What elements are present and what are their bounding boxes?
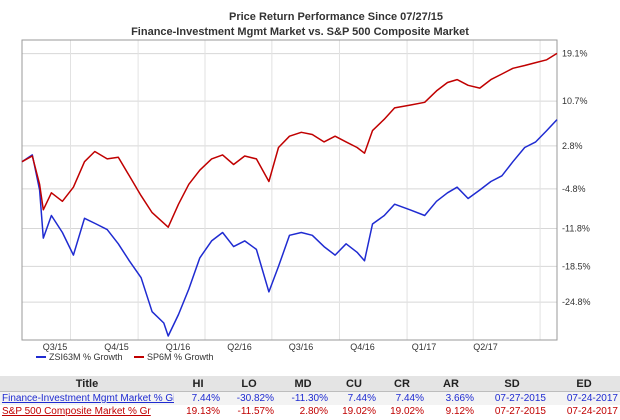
table-cell: -11.57%	[222, 405, 276, 418]
x-tick-label: Q1/17	[412, 342, 437, 352]
chart: Price Return Performance Since 07/27/15 …	[21, 11, 591, 362]
table-cell: 19.13%	[174, 405, 222, 418]
table-cell: 3.66%	[426, 391, 476, 405]
table-header-row: Title HI LO MD CU CR AR SD ED	[0, 376, 620, 392]
plot-area-border	[21, 39, 558, 341]
x-tick-label: Q2/17	[473, 342, 498, 352]
table-cell: 9.12%	[426, 405, 476, 418]
chart-svg: Price Return Performance Since 07/27/15 …	[21, 11, 591, 362]
legend-label: ZSI63M % Growth	[49, 352, 123, 362]
y-tick-label: -18.5%	[562, 261, 591, 271]
row-title-link[interactable]: S&P 500 Composite Market % Gr	[0, 405, 174, 418]
table-cell: 07-24-2017	[548, 391, 620, 405]
col-header-ar: AR	[426, 376, 476, 392]
series-line-2	[21, 52, 558, 228]
y-tick-label: 19.1%	[562, 49, 588, 59]
y-tick-label: -4.8%	[562, 184, 586, 194]
table-cell: 07-27-2015	[476, 405, 548, 418]
x-tick-label: Q1/16	[166, 342, 191, 352]
chart-subtitle: Finance-Investment Mgmt Market vs. S&P 5…	[131, 26, 469, 38]
y-tick-label: 10.7%	[562, 96, 588, 106]
table-cell: -30.82%	[222, 391, 276, 405]
x-tick-label: Q4/16	[350, 342, 375, 352]
col-header-cr: CR	[378, 376, 426, 392]
row-title-link[interactable]: Finance-Investment Mgmt Market % Gi	[0, 391, 174, 405]
y-tick-label: 2.8%	[562, 141, 583, 151]
x-tick-label: Q3/15	[43, 342, 68, 352]
x-tick-label: Q2/16	[227, 342, 252, 352]
table-cell: 19.02%	[330, 405, 378, 418]
table-cell: -11.30%	[276, 391, 330, 405]
table-cell: 2.80%	[276, 405, 330, 418]
table-cell: 7.44%	[378, 391, 426, 405]
col-header-ed: ED	[548, 376, 620, 392]
table-row: Finance-Investment Mgmt Market % Gi 7.44…	[0, 391, 620, 405]
x-tick-label: Q3/16	[289, 342, 314, 352]
table-cell: 07-24-2017	[548, 405, 620, 418]
col-header-lo: LO	[222, 376, 276, 392]
x-tick-label: Q4/15	[104, 342, 129, 352]
series-line-1	[21, 119, 558, 337]
col-header-md: MD	[276, 376, 330, 392]
table-cell: 07-27-2015	[476, 391, 548, 405]
y-tick-label: -24.8%	[562, 297, 591, 307]
table-row: S&P 500 Composite Market % Gr 19.13% -11…	[0, 405, 620, 418]
chart-title: Price Return Performance Since 07/27/15	[229, 11, 443, 23]
col-header-hi: HI	[174, 376, 222, 392]
legend-label: SP6M % Growth	[147, 352, 214, 362]
col-header-sd: SD	[476, 376, 548, 392]
y-tick-label: -11.8%	[562, 223, 590, 233]
table-cell: 7.44%	[174, 391, 222, 405]
table-cell: 19.02%	[378, 405, 426, 418]
table-cell: 7.44%	[330, 391, 378, 405]
col-header-cu: CU	[330, 376, 378, 392]
col-header-title: Title	[0, 376, 174, 392]
summary-table: Title HI LO MD CU CR AR SD ED Finance-In…	[0, 376, 620, 418]
